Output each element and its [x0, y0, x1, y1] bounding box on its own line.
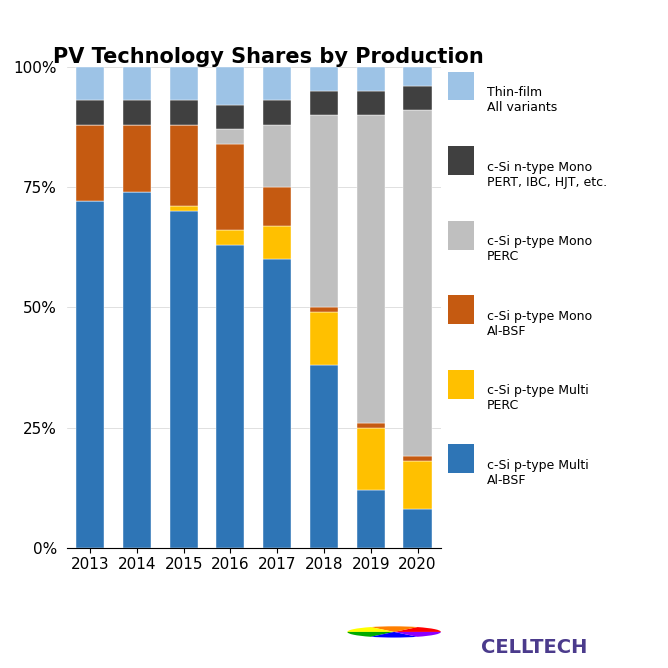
- Bar: [170, 67, 198, 100]
- FancyBboxPatch shape: [448, 370, 474, 399]
- Bar: [263, 226, 291, 259]
- Wedge shape: [394, 627, 441, 632]
- Text: PV: PV: [414, 636, 452, 660]
- Bar: [403, 461, 432, 509]
- Bar: [357, 115, 385, 423]
- Bar: [123, 67, 151, 100]
- Bar: [76, 202, 104, 548]
- Bar: [216, 106, 244, 130]
- Bar: [263, 124, 291, 187]
- Text: c-Si p-type Multi
PERC: c-Si p-type Multi PERC: [487, 384, 589, 412]
- Bar: [310, 91, 338, 115]
- Bar: [357, 490, 385, 548]
- Bar: [357, 67, 385, 91]
- Bar: [76, 100, 104, 124]
- Bar: [76, 124, 104, 202]
- Bar: [123, 192, 151, 548]
- Text: PV Technology Shares by Production: PV Technology Shares by Production: [53, 47, 484, 67]
- Bar: [263, 259, 291, 548]
- Bar: [170, 211, 198, 548]
- Bar: [403, 456, 432, 461]
- Bar: [310, 312, 338, 365]
- Text: c-Si p-type Mono
PERC: c-Si p-type Mono PERC: [487, 235, 593, 263]
- Text: CELLTECH: CELLTECH: [481, 639, 587, 657]
- Text: c-Si p-type Mono
Al-BSF: c-Si p-type Mono Al-BSF: [487, 310, 593, 338]
- Bar: [170, 206, 198, 211]
- Bar: [216, 67, 244, 106]
- Bar: [403, 110, 432, 456]
- Wedge shape: [347, 632, 394, 637]
- FancyBboxPatch shape: [448, 295, 474, 324]
- Text: c-Si p-type Multi
Al-BSF: c-Si p-type Multi Al-BSF: [487, 459, 589, 487]
- FancyBboxPatch shape: [448, 146, 474, 175]
- Bar: [216, 144, 244, 230]
- FancyBboxPatch shape: [448, 444, 474, 473]
- FancyBboxPatch shape: [448, 220, 474, 250]
- Bar: [310, 307, 338, 312]
- Bar: [403, 509, 432, 548]
- Wedge shape: [347, 627, 394, 632]
- Bar: [263, 187, 291, 226]
- Text: 10-11 March 2020: 10-11 March 2020: [20, 608, 147, 621]
- Bar: [310, 365, 338, 548]
- Text: CONFERENCE: CONFERENCE: [481, 619, 547, 629]
- Bar: [263, 67, 291, 100]
- Bar: [357, 428, 385, 490]
- Bar: [170, 100, 198, 124]
- Bar: [123, 124, 151, 192]
- Wedge shape: [394, 632, 441, 637]
- Bar: [263, 100, 291, 124]
- FancyBboxPatch shape: [448, 71, 474, 100]
- Bar: [216, 244, 244, 548]
- Bar: [310, 67, 338, 91]
- Wedge shape: [371, 632, 418, 637]
- Text: Penang, Malaysia: Penang, Malaysia: [20, 632, 143, 645]
- Bar: [216, 230, 244, 244]
- Bar: [216, 130, 244, 144]
- Bar: [310, 115, 338, 307]
- Bar: [170, 124, 198, 206]
- Bar: [403, 67, 432, 86]
- Bar: [357, 91, 385, 115]
- Bar: [357, 423, 385, 428]
- Text: Thin-film
All variants: Thin-film All variants: [487, 86, 558, 114]
- Bar: [123, 100, 151, 124]
- Text: c-Si n-type Mono
PERT, IBC, HJT, etc.: c-Si n-type Mono PERT, IBC, HJT, etc.: [487, 160, 607, 188]
- Bar: [403, 86, 432, 110]
- Text: https://celltech.solarenergyevents.com: https://celltech.solarenergyevents.com: [20, 656, 238, 666]
- Wedge shape: [371, 627, 418, 632]
- Bar: [76, 67, 104, 100]
